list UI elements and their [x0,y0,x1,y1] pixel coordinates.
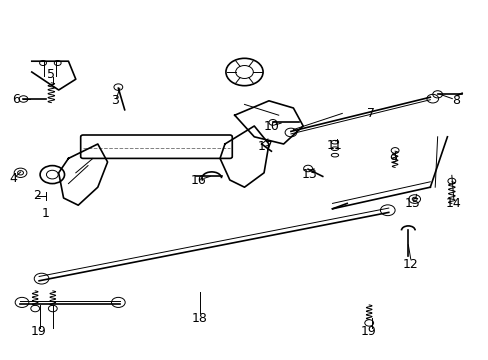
Text: 2: 2 [33,189,41,202]
Text: 14: 14 [445,197,461,210]
Text: 13: 13 [302,168,317,181]
Text: 3: 3 [111,94,119,107]
Text: 8: 8 [451,94,459,107]
Text: 9: 9 [388,153,396,166]
Text: 19: 19 [30,325,46,338]
Text: 10: 10 [264,120,279,132]
Text: 17: 17 [257,140,273,153]
Text: 19: 19 [360,325,376,338]
Text: 11: 11 [326,139,342,152]
Text: 4: 4 [10,172,18,185]
Text: 1: 1 [41,207,49,220]
Text: 6: 6 [12,93,20,106]
Text: 15: 15 [404,197,420,210]
Text: 18: 18 [191,312,207,325]
Text: 5: 5 [47,68,55,81]
Text: 7: 7 [366,107,374,120]
Text: 16: 16 [190,174,206,187]
Text: 12: 12 [402,258,418,271]
